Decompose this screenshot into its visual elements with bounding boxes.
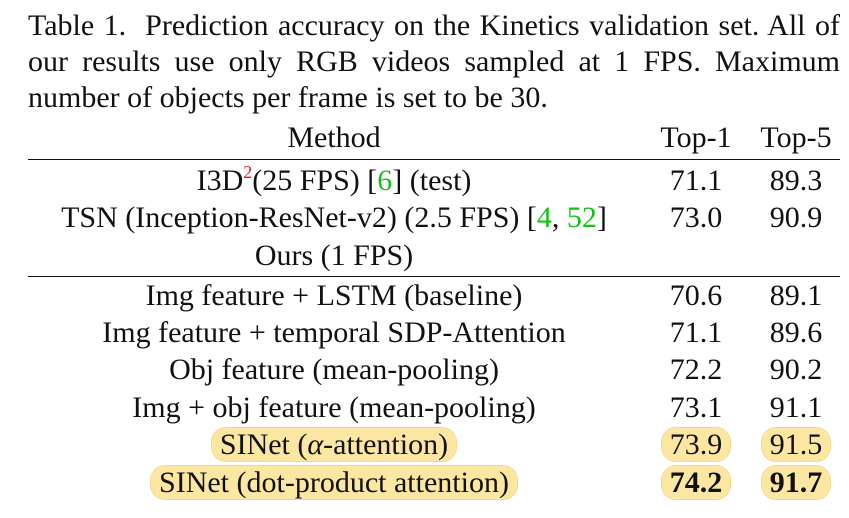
method-cell: SINet (α-attention): [28, 426, 640, 463]
method-tail: ]: [596, 201, 607, 234]
method-prefix: SINet (: [219, 428, 308, 461]
top5-value: 90.2: [769, 353, 823, 386]
top1-value: 71.1: [669, 164, 723, 197]
alpha-symbol: α: [307, 428, 324, 461]
citation-link[interactable]: 6: [377, 164, 393, 197]
top1-value: 73.0: [669, 201, 723, 234]
table-caption: Table 1. Prediction accuracy on the Kine…: [28, 8, 840, 116]
method-suffix: (25 FPS) [: [252, 164, 378, 197]
method-cell: Obj feature (mean-pooling): [169, 353, 499, 386]
citation-link[interactable]: 4: [536, 201, 552, 234]
top1-value: 73.1: [669, 391, 723, 424]
method-cell: Img feature + temporal SDP-Attention: [102, 316, 566, 349]
caption-label: Table 1.: [28, 9, 127, 42]
highlighted-top5: 91.5: [761, 428, 831, 461]
header-top5: Top-5: [760, 121, 832, 154]
top5-value: 90.9: [769, 201, 823, 234]
citation-separator: ,: [551, 201, 567, 234]
method-tail: ] (test): [392, 164, 472, 197]
table-row: Img + obj feature (mean-pooling) 73.1 91…: [28, 389, 840, 426]
caption-text: Prediction accuracy on the Kinetics vali…: [28, 9, 840, 114]
header-method: Method: [287, 121, 381, 154]
top5-value: 89.6: [769, 316, 823, 349]
table-row-highlighted-best: SINet (dot-product attention) 74.2 91.7: [28, 464, 840, 501]
table-header-row: Method Top-1 Top-5: [28, 119, 840, 156]
top5-value: 89.1: [769, 279, 823, 312]
top1-value: 70.6: [669, 279, 723, 312]
highlighted-top5-best: 91.7: [761, 466, 831, 499]
highlighted-top1: 73.9: [661, 428, 731, 461]
top1-value: 74.2: [640, 464, 752, 501]
section-header-ours: Ours (1 FPS): [254, 239, 414, 272]
header-rule: [28, 159, 840, 160]
table-row-highlighted: SINet (α-attention) 73.9 91.5: [28, 426, 840, 463]
method-name: I3D: [196, 164, 244, 197]
method-suffix: -attention): [323, 428, 449, 461]
method-cell: TSN (Inception-ResNet-v2) (2.5 FPS) [4, …: [28, 199, 640, 236]
table-row: Img feature + LSTM (baseline) 70.6 89.1: [28, 277, 840, 314]
top5-value: 91.7: [752, 464, 840, 501]
top5-value: 89.3: [769, 164, 823, 197]
header-top1: Top-1: [660, 121, 732, 154]
method-cell: I3D2(25 FPS) [6] (test): [28, 162, 640, 199]
citation-link[interactable]: 52: [566, 201, 597, 234]
table-row: Img feature + temporal SDP-Attention 71.…: [28, 314, 840, 351]
highlighted-method: SINet (dot-product attention): [151, 466, 517, 499]
section-rule: [28, 276, 840, 277]
top5-value: 91.1: [769, 391, 823, 424]
top1-value: 71.1: [669, 316, 723, 349]
highlighted-method: SINet (α-attention): [211, 428, 457, 461]
method-cell: Img feature + LSTM (baseline): [145, 279, 523, 312]
top1-value: 73.9: [640, 426, 752, 463]
highlighted-top1-best: 74.2: [661, 466, 731, 499]
footnote-marker[interactable]: 2: [243, 162, 253, 182]
section-header-row: Ours (1 FPS): [28, 237, 840, 274]
method-name: TSN (Inception-ResNet-v2) (2.5 FPS) [: [61, 201, 537, 234]
table-row: Obj feature (mean-pooling) 72.2 90.2: [28, 351, 840, 388]
table-row-i3d: I3D2(25 FPS) [6] (test) 71.1 89.3: [28, 162, 840, 199]
top5-value: 91.5: [752, 426, 840, 463]
top1-value: 72.2: [669, 353, 723, 386]
method-cell: SINet (dot-product attention): [28, 464, 640, 501]
table-row-tsn: TSN (Inception-ResNet-v2) (2.5 FPS) [4, …: [28, 199, 840, 236]
method-cell: Img + obj feature (mean-pooling): [132, 391, 536, 424]
